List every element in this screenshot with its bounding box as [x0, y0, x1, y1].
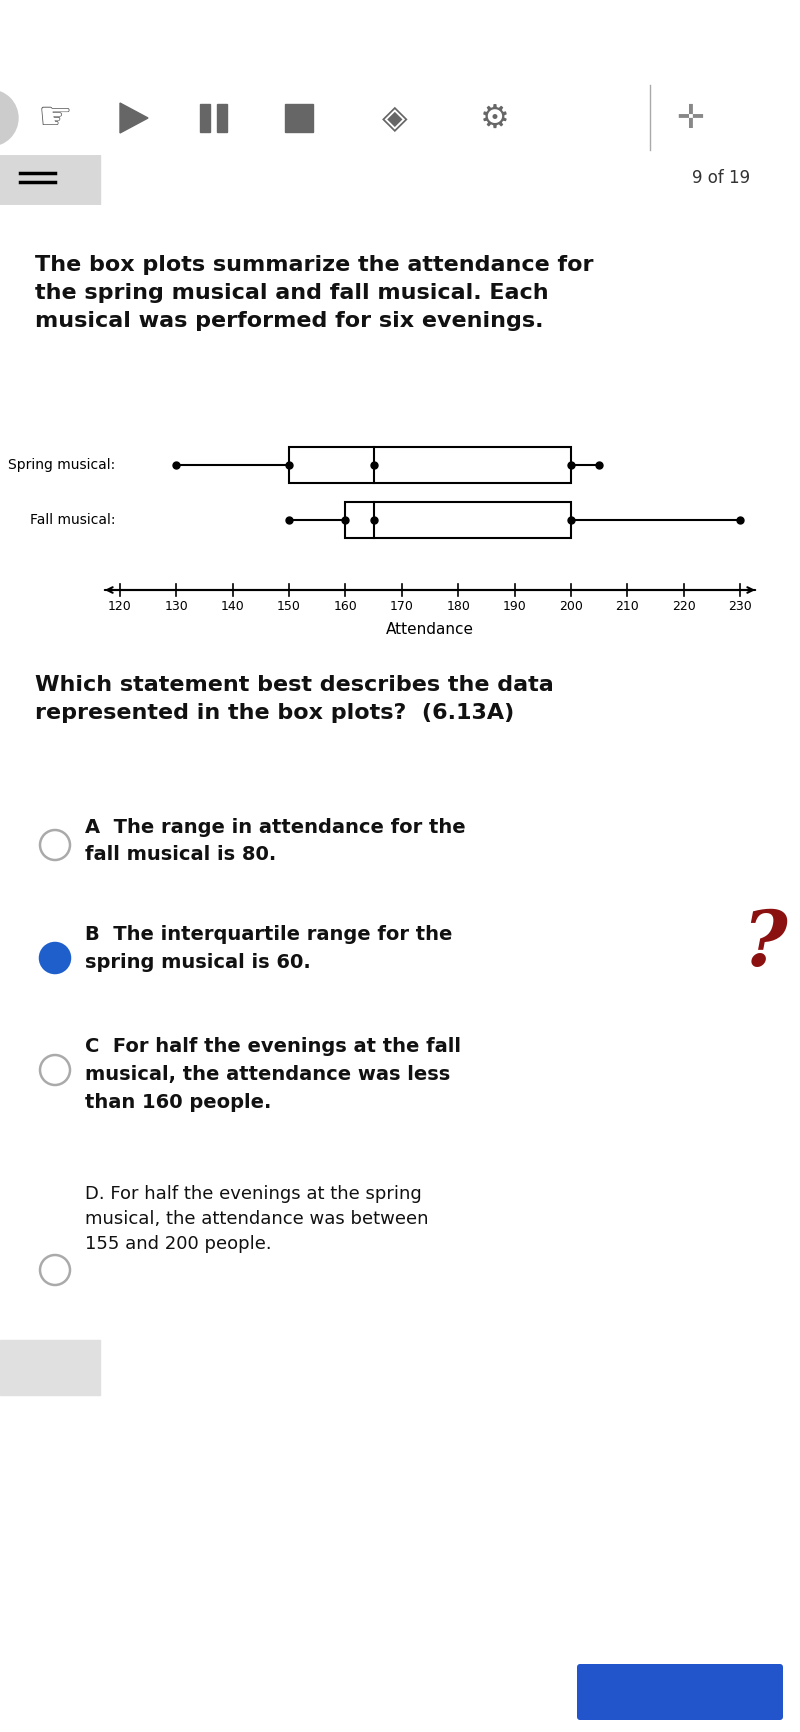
Text: 9 of 19: 9 of 19	[692, 170, 750, 187]
Text: ←: ←	[18, 50, 42, 78]
Text: →: →	[70, 1675, 90, 1699]
Text: 140: 140	[221, 599, 245, 613]
Text: fall musical is 80.: fall musical is 80.	[85, 845, 276, 864]
Bar	[0, 154, 100, 204]
Text: B  The interquartile range for the: B The interquartile range for the	[85, 925, 452, 944]
Circle shape	[0, 90, 18, 145]
Text: 令: 令	[715, 23, 724, 36]
Text: ←: ←	[19, 1675, 41, 1699]
Text: 200: 200	[559, 599, 583, 613]
Text: ◈: ◈	[382, 102, 408, 135]
Text: 7:58: 7:58	[18, 23, 66, 42]
Bar	[289, 447, 571, 483]
Polygon shape	[120, 102, 148, 133]
Text: ▐▌: ▐▌	[680, 23, 702, 36]
Text: D. For half the evenings at the spring: D. For half the evenings at the spring	[85, 1185, 422, 1204]
Text: ✛: ✛	[676, 102, 704, 135]
Bar	[200, 104, 210, 132]
Bar	[217, 104, 227, 132]
Text: C  For half the evenings at the fall: C For half the evenings at the fall	[85, 1037, 461, 1057]
Text: Attendance: Attendance	[386, 622, 474, 637]
Text: 230: 230	[728, 599, 752, 613]
FancyBboxPatch shape	[577, 1664, 783, 1720]
Text: 120: 120	[108, 599, 132, 613]
Text: A  The range in attendance for the: A The range in attendance for the	[85, 818, 466, 837]
Text: 220: 220	[672, 599, 695, 613]
Text: 155 and 200 people.: 155 and 200 people.	[85, 1235, 272, 1252]
Text: than 160 people.: than 160 people.	[85, 1093, 271, 1112]
Text: ✕: ✕	[174, 1675, 195, 1699]
Text: ☞: ☞	[38, 99, 73, 137]
Text: ▭: ▭	[750, 23, 764, 36]
Circle shape	[40, 942, 70, 973]
Text: 190: 190	[502, 599, 526, 613]
Text: The box plots summarize the attendance for
the spring musical and fall musical. : The box plots summarize the attendance f…	[35, 255, 594, 331]
Text: 210: 210	[615, 599, 639, 613]
Text: 180: 180	[446, 599, 470, 613]
Text: Unit 10 Retest: Unit 10 Retest	[298, 48, 502, 73]
Bar	[285, 104, 313, 132]
Text: ?: ?	[742, 908, 787, 982]
Text: spring musical is 60.: spring musical is 60.	[85, 953, 310, 972]
Text: 170: 170	[390, 599, 414, 613]
Text: musical, the attendance was between: musical, the attendance was between	[85, 1211, 429, 1228]
Bar	[346, 502, 571, 539]
Text: Fall musical:: Fall musical:	[30, 513, 115, 527]
Text: 130: 130	[165, 599, 188, 613]
Bar	[0, 1341, 100, 1394]
Text: ↺: ↺	[125, 1675, 146, 1699]
Text: Which statement best describes the data
represented in the box plots?  (6.13A): Which statement best describes the data …	[35, 675, 554, 722]
Text: musical, the attendance was less: musical, the attendance was less	[85, 1065, 450, 1084]
Text: 160: 160	[334, 599, 358, 613]
Text: Spring musical:: Spring musical:	[8, 457, 115, 473]
Text: ⚙: ⚙	[480, 102, 510, 135]
Text: ↗: ↗	[80, 23, 94, 40]
Text: 150: 150	[277, 599, 301, 613]
